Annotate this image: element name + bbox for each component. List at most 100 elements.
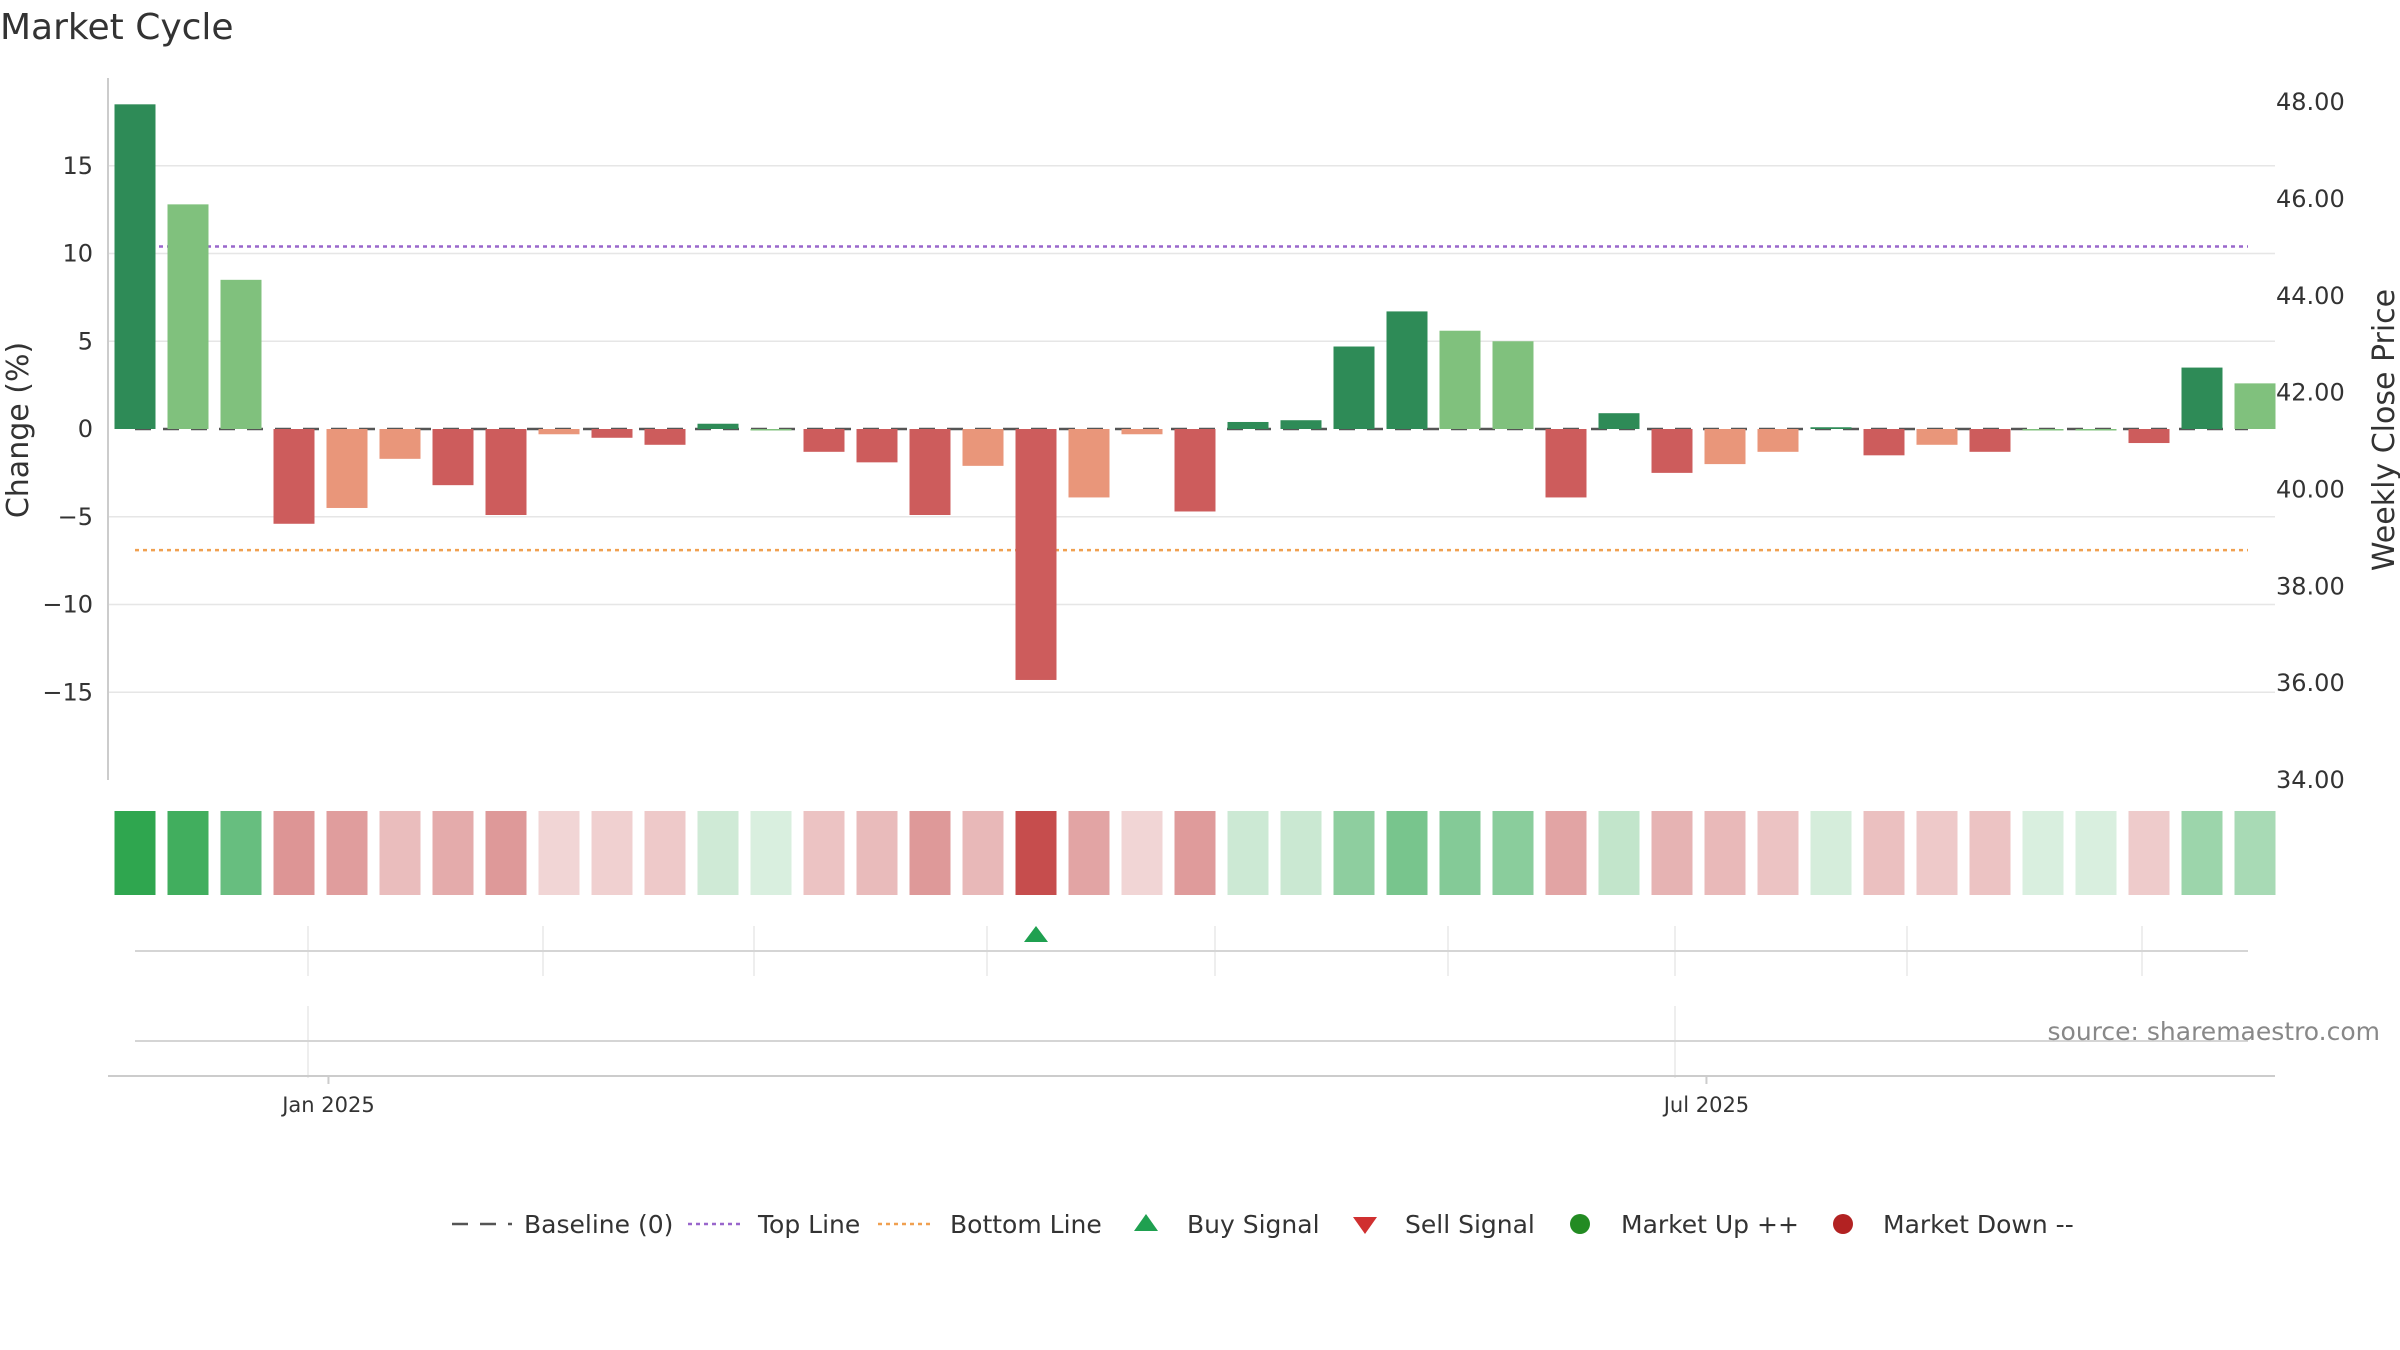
x-tick-label: Jan 2025 (280, 1093, 375, 1117)
change-bar (485, 429, 527, 515)
change-bar (432, 429, 474, 486)
heat-cell (1439, 811, 1481, 895)
legend-baseline-label: Baseline (0) (524, 1210, 673, 1239)
left-tick-label: −5 (58, 503, 93, 531)
change-bars (114, 104, 2276, 680)
gridlines (108, 165, 2275, 693)
change-bar (644, 429, 686, 445)
change-bar (1704, 429, 1746, 465)
change-bar (1121, 429, 1163, 435)
change-bar (1174, 429, 1216, 512)
heat-cell (273, 811, 315, 895)
heat-cell (167, 811, 209, 895)
change-bar (1280, 420, 1322, 429)
change-bar (1068, 429, 1110, 498)
change-bar (2022, 429, 2064, 431)
right-axis-title: Weekly Close Price (2367, 289, 2400, 571)
legend-buy-signal-icon (1134, 1214, 1158, 1231)
left-tick-label: 10 (62, 240, 93, 268)
change-bar (2234, 383, 2276, 429)
change-bar (962, 429, 1004, 466)
change-bar (538, 429, 580, 435)
change-bar (1386, 311, 1428, 429)
right-tick-label: 46.00 (2276, 185, 2345, 213)
legend-sell-signal-label: Sell Signal (1405, 1210, 1535, 1239)
change-bar (2181, 367, 2223, 429)
heat-cell (1068, 811, 1110, 895)
heat-cell (697, 811, 739, 895)
change-bar (803, 429, 845, 452)
change-bar (856, 429, 898, 463)
legend: Baseline (0) Top Line Bottom Line Buy Si… (452, 1210, 2074, 1239)
timeline-strip-grid (135, 926, 2248, 1078)
legend-bottom-line-label: Bottom Line (950, 1210, 1102, 1239)
heat-cell (1545, 811, 1587, 895)
heat-cell (1015, 811, 1057, 895)
legend-market-down-icon (1833, 1214, 1853, 1234)
heat-cell (2075, 811, 2117, 895)
right-tick-label: 36.00 (2276, 669, 2345, 697)
change-bar (909, 429, 951, 515)
left-axis-title: Change (%) (1, 342, 36, 518)
right-tick-label: 44.00 (2276, 282, 2345, 310)
change-bar (1439, 330, 1481, 429)
axes: 15 10 5 0 −5 −10 −15 48.00 46.00 44.00 42.00 40.00 3… (42, 78, 2345, 1117)
heat-cell (1757, 811, 1799, 895)
change-bar (697, 423, 739, 429)
change-bar (114, 104, 156, 429)
change-bar (750, 429, 792, 431)
change-bar (379, 429, 421, 459)
heat-strip (114, 811, 2276, 895)
change-bar (2128, 429, 2170, 444)
x-tick-label: Jul 2025 (1662, 1093, 1749, 1117)
change-bar (1810, 427, 1852, 429)
heat-cell (2181, 811, 2223, 895)
right-tick-label: 42.00 (2276, 379, 2345, 407)
heat-cell (803, 811, 845, 895)
change-bar (1863, 429, 1905, 456)
heat-cell (2234, 811, 2276, 895)
heat-cell (485, 811, 527, 895)
change-bar (220, 279, 262, 429)
heat-cell (1227, 811, 1269, 895)
legend-market-down-label: Market Down -- (1883, 1210, 2074, 1239)
heat-cell (2128, 811, 2170, 895)
change-bar (167, 204, 209, 429)
heat-cell (1969, 811, 2011, 895)
legend-buy-signal-label: Buy Signal (1187, 1210, 1320, 1239)
change-bar (1227, 421, 1269, 429)
right-tick-label: 34.00 (2276, 766, 2345, 794)
heat-cell (909, 811, 951, 895)
change-bar (273, 429, 315, 524)
left-tick-label: 0 (78, 415, 93, 443)
legend-top-line-label: Top Line (757, 1210, 860, 1239)
change-bar (1598, 413, 1640, 429)
heat-cell (1121, 811, 1163, 895)
heat-cell (1916, 811, 1958, 895)
right-tick-label: 48.00 (2276, 88, 2345, 116)
heat-cell (1651, 811, 1693, 895)
heat-cell (379, 811, 421, 895)
left-tick-label: 5 (78, 327, 93, 355)
heat-cell (1280, 811, 1322, 895)
heat-cell (750, 811, 792, 895)
heat-cell (856, 811, 898, 895)
change-bar (326, 429, 368, 508)
left-tick-label: −10 (42, 591, 93, 619)
heat-cell (1863, 811, 1905, 895)
change-bar (1916, 429, 1958, 445)
buy-signal-marker (1024, 926, 1048, 942)
signal-markers (1024, 926, 1048, 942)
heat-cell (220, 811, 262, 895)
reference-lines (135, 245, 2248, 552)
heat-cell (1598, 811, 1640, 895)
heat-cell (962, 811, 1004, 895)
heat-cell (538, 811, 580, 895)
source-label: source: sharemaestro.com (2048, 1017, 2381, 1046)
heat-cell (1492, 811, 1534, 895)
heat-cell (2022, 811, 2064, 895)
right-tick-label: 38.00 (2276, 572, 2345, 600)
left-tick-label: −15 (42, 678, 93, 706)
change-bar (2075, 429, 2117, 431)
